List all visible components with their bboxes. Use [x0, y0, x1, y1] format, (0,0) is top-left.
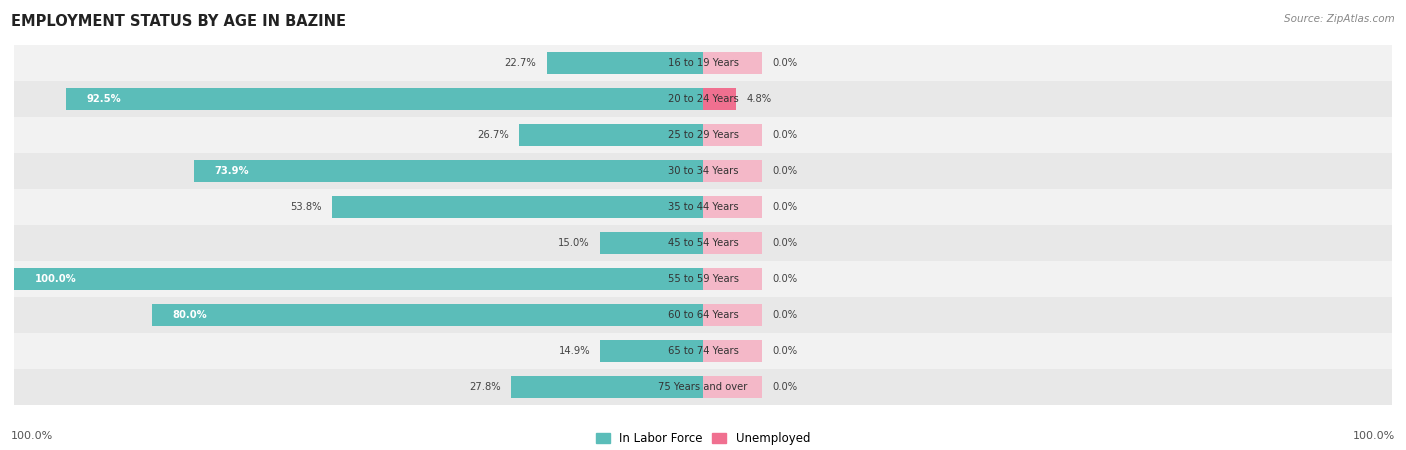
Text: 0.0%: 0.0%	[772, 202, 797, 212]
Bar	[703, 88, 737, 110]
Text: 0.0%: 0.0%	[772, 310, 797, 320]
Bar	[512, 376, 703, 398]
Text: 55 to 59 Years: 55 to 59 Years	[668, 274, 738, 284]
Text: 80.0%: 80.0%	[173, 310, 207, 320]
Bar	[703, 340, 762, 362]
Text: 0.0%: 0.0%	[772, 382, 797, 392]
Bar	[14, 369, 1392, 405]
Bar	[14, 189, 1392, 225]
Text: 100.0%: 100.0%	[11, 431, 53, 441]
Text: 75 Years and over: 75 Years and over	[658, 382, 748, 392]
Text: 14.9%: 14.9%	[558, 346, 591, 356]
Bar	[703, 304, 762, 326]
Bar	[66, 88, 703, 110]
Text: 30 to 34 Years: 30 to 34 Years	[668, 166, 738, 176]
Bar	[703, 160, 762, 182]
Bar	[14, 268, 703, 290]
Text: 27.8%: 27.8%	[470, 382, 501, 392]
Text: 0.0%: 0.0%	[772, 130, 797, 140]
Bar	[332, 196, 703, 218]
Bar	[14, 153, 1392, 189]
Text: 0.0%: 0.0%	[772, 58, 797, 68]
Text: 25 to 29 Years: 25 to 29 Years	[668, 130, 738, 140]
Text: Source: ZipAtlas.com: Source: ZipAtlas.com	[1284, 14, 1395, 23]
Text: 35 to 44 Years: 35 to 44 Years	[668, 202, 738, 212]
Legend: In Labor Force, Unemployed: In Labor Force, Unemployed	[591, 427, 815, 450]
Text: 65 to 74 Years: 65 to 74 Years	[668, 346, 738, 356]
Text: 100.0%: 100.0%	[1353, 431, 1395, 441]
Text: 16 to 19 Years: 16 to 19 Years	[668, 58, 738, 68]
Bar	[14, 261, 1392, 297]
Text: 0.0%: 0.0%	[772, 274, 797, 284]
Text: 22.7%: 22.7%	[505, 58, 536, 68]
Bar	[14, 297, 1392, 333]
Bar	[14, 117, 1392, 153]
Text: 20 to 24 Years: 20 to 24 Years	[668, 94, 738, 104]
Bar	[599, 232, 703, 254]
Bar	[14, 333, 1392, 369]
Bar	[703, 196, 762, 218]
Bar	[14, 45, 1392, 81]
Text: 0.0%: 0.0%	[772, 238, 797, 248]
Text: 15.0%: 15.0%	[558, 238, 589, 248]
Bar	[519, 124, 703, 146]
Text: 92.5%: 92.5%	[86, 94, 121, 104]
Bar	[600, 340, 703, 362]
Text: 73.9%: 73.9%	[215, 166, 249, 176]
Text: 53.8%: 53.8%	[291, 202, 322, 212]
Bar	[14, 81, 1392, 117]
Bar	[14, 225, 1392, 261]
Text: 45 to 54 Years: 45 to 54 Years	[668, 238, 738, 248]
Bar	[703, 268, 762, 290]
Bar	[194, 160, 703, 182]
Bar	[703, 124, 762, 146]
Text: 0.0%: 0.0%	[772, 166, 797, 176]
Bar	[703, 232, 762, 254]
Text: 60 to 64 Years: 60 to 64 Years	[668, 310, 738, 320]
Text: 4.8%: 4.8%	[747, 94, 772, 104]
Text: 100.0%: 100.0%	[35, 274, 76, 284]
Bar	[547, 52, 703, 74]
Bar	[703, 376, 762, 398]
Bar	[152, 304, 703, 326]
Bar	[703, 52, 762, 74]
Text: 26.7%: 26.7%	[477, 130, 509, 140]
Text: 0.0%: 0.0%	[772, 346, 797, 356]
Text: EMPLOYMENT STATUS BY AGE IN BAZINE: EMPLOYMENT STATUS BY AGE IN BAZINE	[11, 14, 346, 28]
